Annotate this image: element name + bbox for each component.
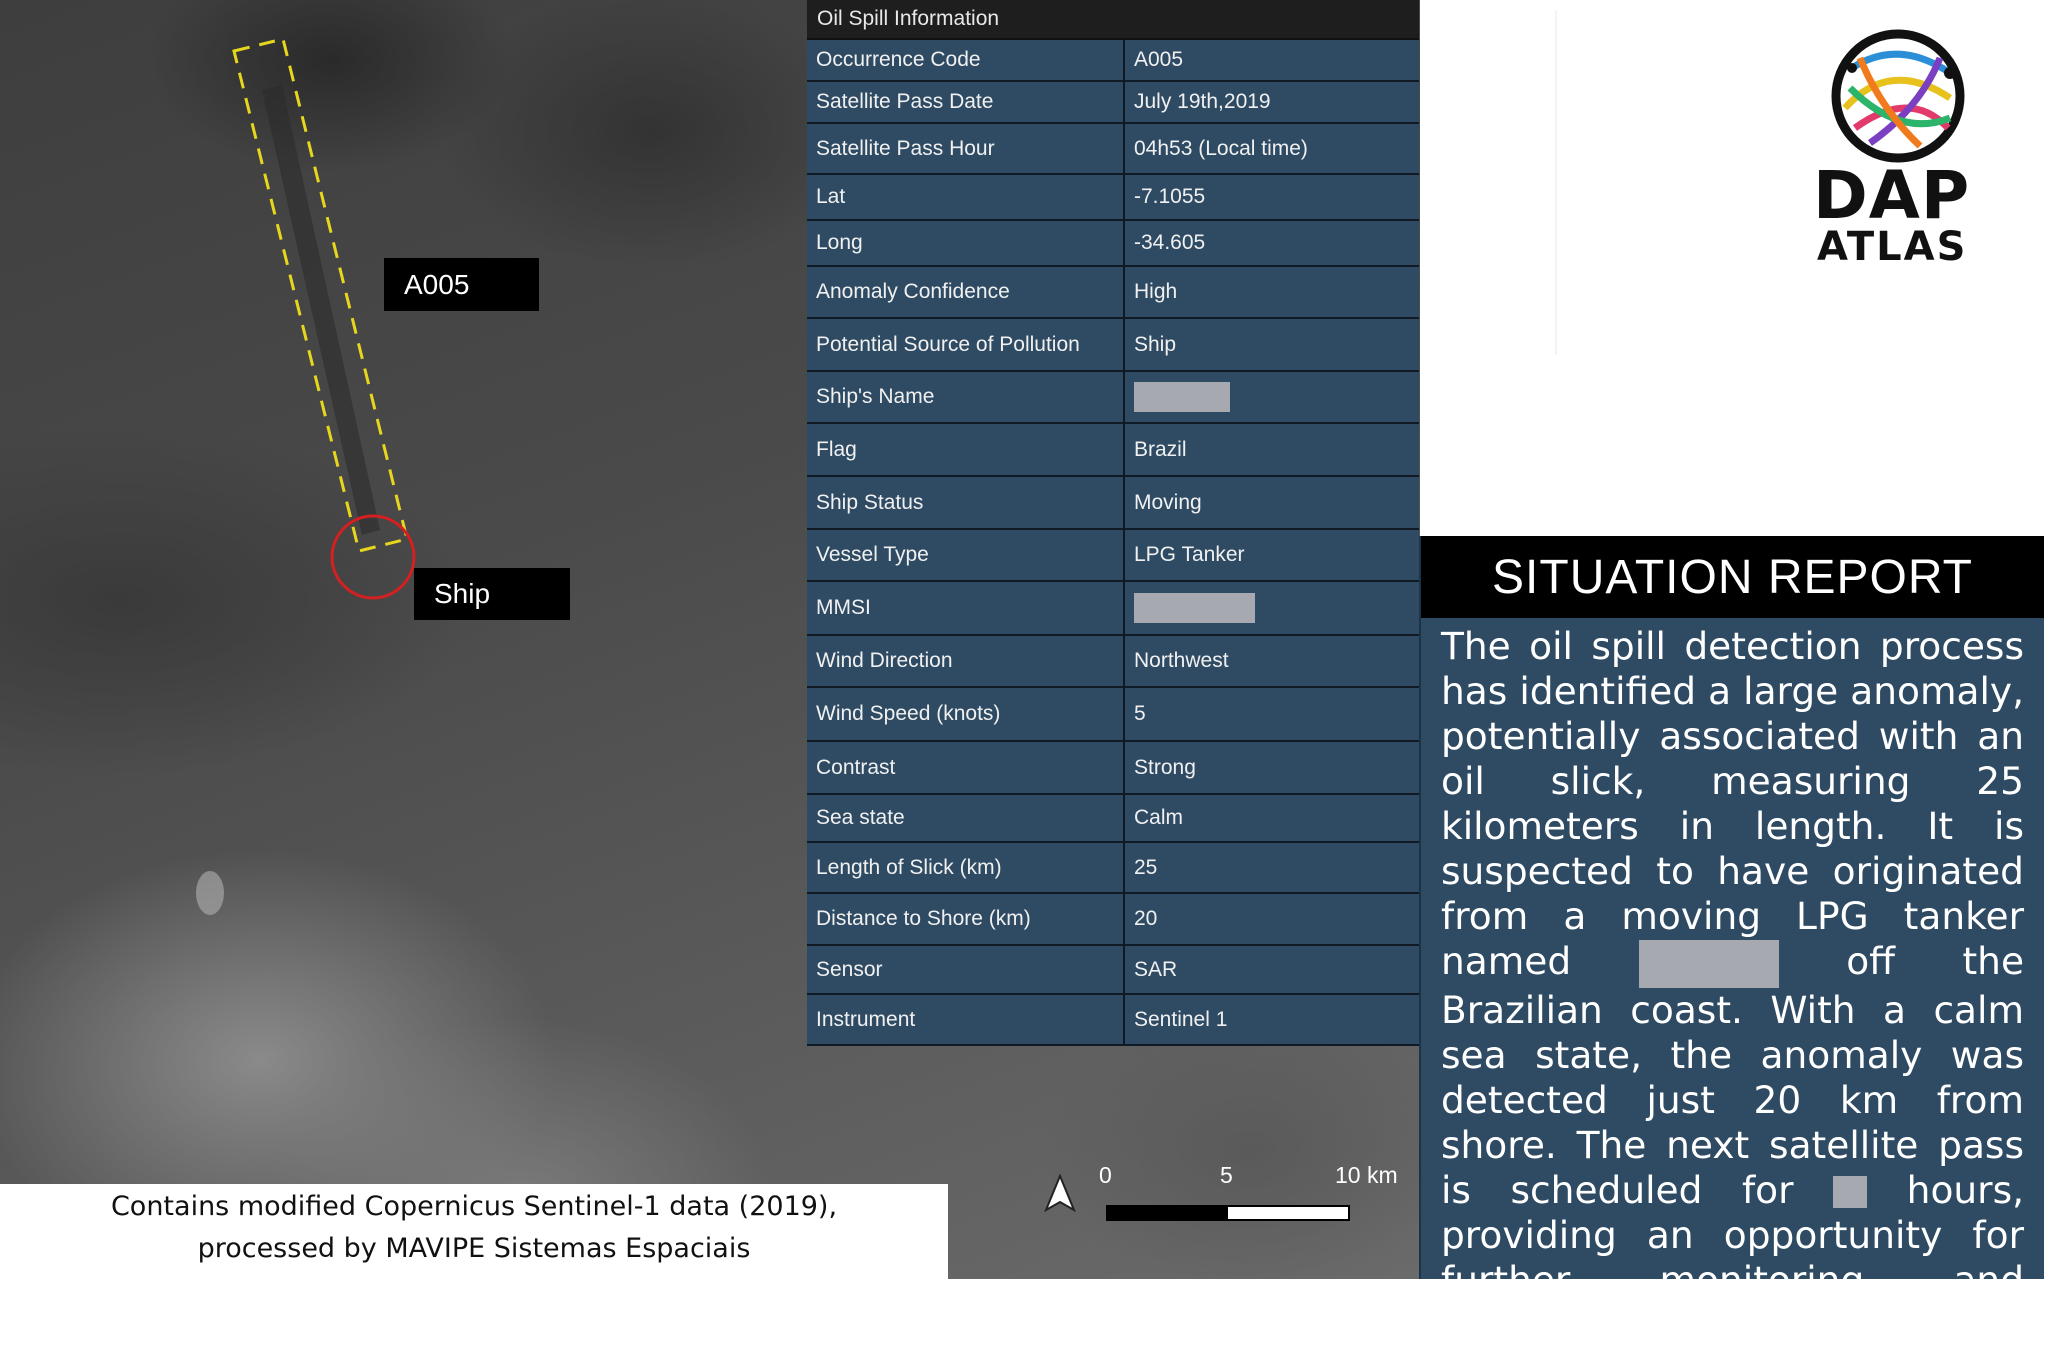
logo-text-atlas: ATLAS — [1817, 224, 1968, 270]
info-row: Vessel Type LPG Tanker — [807, 530, 1419, 582]
info-value: Calm — [1134, 806, 1184, 829]
logo-text-dap: DAP — [1813, 157, 1971, 234]
credit-line-2: processed by MAVIPE Sistemas Espaciais — [197, 1233, 751, 1264]
spill-bounding-box — [232, 37, 409, 553]
info-value: Strong — [1134, 755, 1196, 779]
sar-overlay — [196, 37, 416, 915]
info-row: Ship's Name — [807, 372, 1419, 424]
redacted-value — [1134, 593, 1255, 623]
redacted-ship-name — [1638, 939, 1779, 988]
info-value: -34.605 — [1134, 231, 1206, 254]
info-key: Sea state — [807, 795, 1125, 841]
info-row: Satellite Pass Date July 19th,2019 — [807, 82, 1419, 124]
info-key: MMSI — [807, 582, 1125, 634]
divider — [1555, 10, 1557, 355]
info-key: Anomaly Confidence — [807, 267, 1125, 317]
info-row: Potential Source of Pollution Ship — [807, 319, 1419, 372]
info-value: 5 — [1134, 702, 1146, 725]
scale-segment-white — [1228, 1207, 1348, 1219]
oil-slick-streak — [262, 85, 380, 535]
info-row: Length of Slick (km) 25 — [807, 843, 1419, 894]
report-text-part-2: off the Brazilian coast. With a calm sea… — [1441, 939, 2025, 1212]
info-key: Ship Status — [807, 477, 1125, 528]
info-row: Lat -7.1055 — [807, 175, 1419, 221]
info-value: 20 — [1134, 907, 1158, 930]
info-key: Vessel Type — [807, 530, 1125, 580]
ship-circle — [330, 514, 416, 600]
info-row: Anomaly Confidence High — [807, 267, 1419, 319]
info-row: Wind Direction Northwest — [807, 636, 1419, 688]
situation-report-panel: SITUATION REPORT The oil spill detection… — [1419, 536, 2044, 1347]
info-key: Satellite Pass Date — [807, 82, 1125, 122]
info-value: 04h53 (Local time) — [1134, 136, 1308, 160]
info-key: Length of Slick (km) — [807, 843, 1125, 892]
info-row: Ship Status Moving — [807, 477, 1419, 530]
info-key: Instrument — [807, 995, 1125, 1044]
scale-tick-5: 5 — [1220, 1162, 1233, 1188]
scale-tick-0: 0 — [1099, 1162, 1112, 1188]
dap-atlas-logo-icon — [1831, 29, 1965, 163]
info-key: Ship's Name — [807, 372, 1125, 422]
info-value: A005 — [1134, 48, 1184, 71]
scale-bar — [1106, 1205, 1350, 1221]
info-key: Wind Direction — [807, 636, 1125, 686]
situation-report-title: SITUATION REPORT — [1421, 536, 2044, 618]
info-value — [1125, 582, 1419, 634]
info-row: Long -34.605 — [807, 221, 1419, 267]
info-key: Satellite Pass Hour — [807, 124, 1125, 173]
info-rows: Occurrence Code A005 Satellite Pass Date Ju… — [807, 40, 1419, 1046]
info-row: Distance to Shore (km) 20 — [807, 894, 1419, 946]
info-row: Satellite Pass Hour 04h53 (Local time) — [807, 124, 1419, 175]
info-value: 25 — [1134, 855, 1158, 879]
info-row: Instrument Sentinel 1 — [807, 995, 1419, 1046]
info-value: LPG Tanker — [1134, 543, 1245, 566]
data-credit: Contains modified Copernicus Sentinel-1 … — [0, 1184, 948, 1279]
scale-tick-10: 10 km — [1335, 1162, 1398, 1188]
oil-spill-info-table: Oil Spill Information Occurrence Code A00… — [807, 0, 1419, 1046]
info-value: July 19th,2019 — [1134, 90, 1271, 113]
info-value: High — [1134, 280, 1178, 303]
spill-label: A005 — [384, 258, 539, 311]
redacted-hours — [1833, 1176, 1868, 1208]
scale-segment-black — [1108, 1207, 1228, 1219]
info-row: Flag Brazil — [807, 424, 1419, 477]
info-key: Long — [807, 221, 1125, 265]
redacted-value — [1134, 382, 1230, 412]
info-value: Sentinel 1 — [1134, 1007, 1228, 1031]
situation-report-text: The oil spill detection process has iden… — [1421, 618, 2044, 1348]
info-key: Contrast — [807, 742, 1125, 793]
info-value: SAR — [1134, 957, 1178, 981]
info-value: -7.1055 — [1134, 185, 1206, 208]
info-key: Distance to Shore (km) — [807, 894, 1125, 944]
report-text-part-1: The oil spill detection process has iden… — [1441, 624, 2024, 983]
info-row: Wind Speed (knots) 5 — [807, 688, 1419, 742]
info-row: Sensor SAR — [807, 946, 1419, 995]
credit-line-1: Contains modified Copernicus Sentinel-1 … — [110, 1191, 838, 1222]
info-row: MMSI — [807, 582, 1419, 636]
info-table-title: Oil Spill Information — [807, 0, 1419, 40]
info-value: Moving — [1134, 490, 1202, 514]
info-row: Occurrence Code A005 — [807, 40, 1419, 82]
info-key: Potential Source of Pollution — [807, 319, 1125, 370]
info-value — [1125, 372, 1419, 422]
info-value: Northwest — [1134, 649, 1229, 672]
info-row: Contrast Strong — [807, 742, 1419, 795]
info-key: Flag — [807, 424, 1125, 475]
info-value: Ship — [1134, 332, 1177, 356]
north-arrow-icon — [1044, 1174, 1076, 1213]
info-key: Sensor — [807, 946, 1125, 993]
info-key: Lat — [807, 175, 1125, 219]
ship-label: Ship — [414, 568, 570, 620]
info-key: Wind Speed (knots) — [807, 688, 1125, 740]
info-key: Occurrence Code — [807, 40, 1125, 80]
info-value: Brazil — [1134, 437, 1187, 461]
info-row: Sea state Calm — [807, 795, 1419, 843]
bright-feature — [196, 871, 224, 915]
